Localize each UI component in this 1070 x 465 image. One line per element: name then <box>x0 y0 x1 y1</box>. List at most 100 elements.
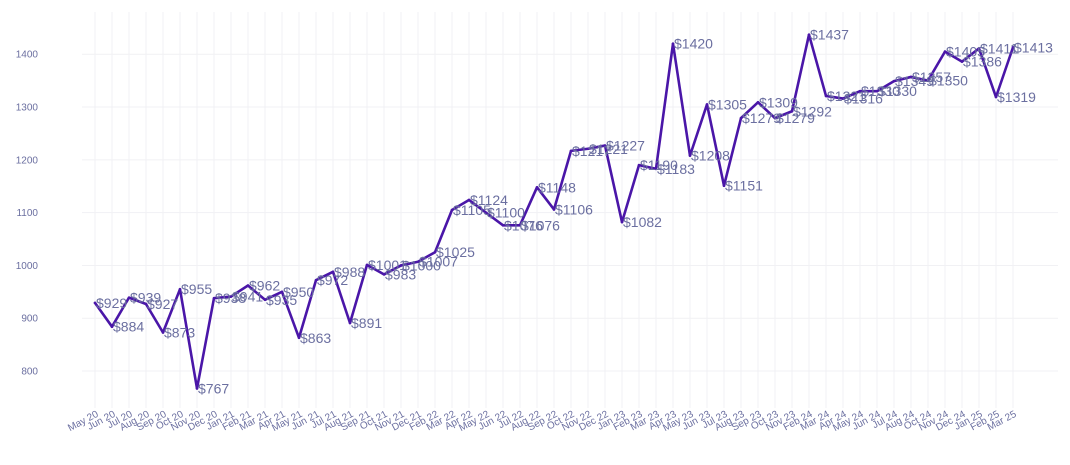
data-label: $938 <box>215 290 246 306</box>
data-point <box>790 109 794 113</box>
data-label: $1105 <box>453 202 491 218</box>
data-point <box>212 296 216 300</box>
data-label: $927 <box>147 296 178 312</box>
data-point <box>569 149 573 153</box>
data-label: $955 <box>181 281 212 297</box>
data-point <box>501 224 505 227</box>
data-label: $950 <box>283 284 314 300</box>
data-point <box>467 198 471 202</box>
data-point <box>824 94 828 98</box>
data-point <box>263 298 267 302</box>
data-point <box>382 273 386 276</box>
data-label: $1309 <box>759 94 798 110</box>
data-label: $1208 <box>691 148 730 164</box>
data-point <box>246 284 250 287</box>
data-label: $1405 <box>946 44 985 60</box>
y-tick-label: 1000 <box>16 261 39 272</box>
data-label: $1227 <box>606 138 645 154</box>
data-point <box>518 224 522 227</box>
data-point <box>875 89 879 93</box>
data-point <box>348 321 352 325</box>
data-label: $1082 <box>623 214 662 230</box>
data-point <box>977 47 981 50</box>
data-label: $767 <box>198 380 229 396</box>
data-point <box>161 331 165 334</box>
y-tick-label: 1100 <box>16 208 38 219</box>
data-label: $1330 <box>861 83 900 99</box>
data-point <box>773 116 777 120</box>
data-point <box>297 336 301 340</box>
data-label: $1350 <box>929 73 968 89</box>
data-point <box>433 250 437 254</box>
data-point <box>654 167 658 171</box>
y-tick-label: 1200 <box>16 155 39 166</box>
data-point <box>195 387 199 390</box>
data-label: $1000 <box>402 257 441 273</box>
data-label: $1357 <box>912 69 951 85</box>
data-label: $1413 <box>1014 39 1053 55</box>
data-label: $1316 <box>844 91 883 107</box>
y-axis: 800 900 1000 1100 1200 1300 1400 <box>16 50 39 378</box>
data-point <box>1011 46 1015 49</box>
data-point <box>314 278 318 282</box>
data-point <box>722 184 726 188</box>
data-point <box>620 220 624 224</box>
grid <box>82 12 1058 408</box>
data-point <box>144 302 148 306</box>
data-label: $1349 <box>895 73 934 89</box>
data-point <box>178 287 182 291</box>
data-point <box>688 154 692 157</box>
data-label: $1190 <box>640 157 678 173</box>
data-label: $1217 <box>572 143 611 159</box>
data-label: $1148 <box>538 179 576 195</box>
data-point <box>484 211 488 214</box>
data-point <box>416 260 420 264</box>
data-label: $1305 <box>708 96 747 112</box>
data-label: $935 <box>266 292 297 308</box>
data-label: $1007 <box>419 254 458 270</box>
data-label: $1279 <box>776 110 815 126</box>
data-label: $891 <box>351 315 382 331</box>
data-label: $1076 <box>521 217 560 233</box>
data-label: $1319 <box>997 89 1036 105</box>
data-point <box>994 95 998 99</box>
data-point <box>705 103 709 106</box>
data-point <box>399 264 403 267</box>
y-tick-label: 1400 <box>16 50 39 61</box>
data-point <box>858 89 862 93</box>
data-point <box>841 97 845 100</box>
data-point <box>603 144 607 147</box>
data-point <box>671 42 675 45</box>
data-label: $1124 <box>470 192 508 208</box>
data-point <box>535 185 539 189</box>
data-point <box>943 50 947 53</box>
data-label: $1221 <box>589 141 628 157</box>
data-label: $873 <box>164 324 195 340</box>
data-point <box>127 296 131 299</box>
data-point <box>93 301 97 305</box>
data-label: $1386 <box>963 54 1002 70</box>
data-label: $1025 <box>436 244 475 260</box>
data-label: $863 <box>300 330 331 346</box>
data-label: $962 <box>249 278 280 294</box>
data-label: $884 <box>113 319 144 335</box>
data-point <box>926 79 930 82</box>
data-point <box>756 100 760 104</box>
data-label: $941 <box>232 289 263 305</box>
data-point <box>552 208 556 211</box>
data-label: $1001 <box>368 257 407 273</box>
data-label: $972 <box>317 272 348 288</box>
data-label: $1420 <box>674 36 713 52</box>
data-point <box>892 79 896 83</box>
data-point <box>637 163 641 167</box>
data-point <box>450 208 454 212</box>
data-point <box>960 60 964 63</box>
data-labels: $929 $884 $939$927 $873 $955 $767 $938$941$962… <box>96 27 1053 397</box>
y-tick-label: 900 <box>21 314 38 325</box>
data-point <box>807 33 811 37</box>
data-label: $1330 <box>878 83 917 99</box>
data-point <box>909 75 913 79</box>
data-point <box>229 295 233 298</box>
